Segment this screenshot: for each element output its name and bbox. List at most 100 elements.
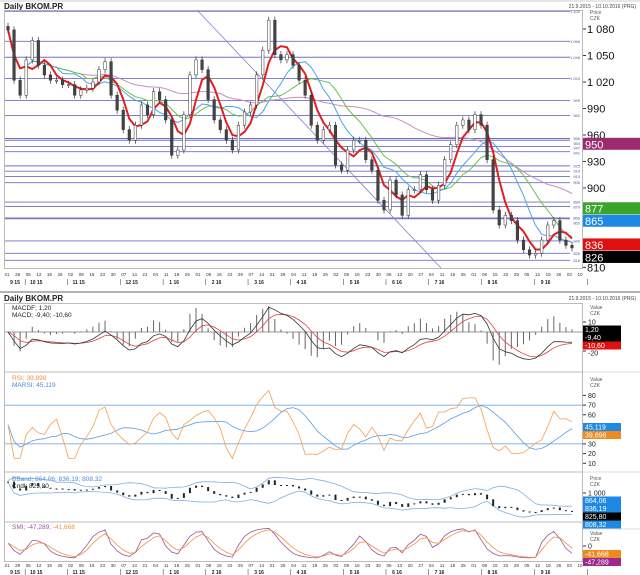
level-label: 818 [573,258,580,263]
macd-pane[interactable] [5,306,583,365]
month-label: 12 15 [125,570,138,575]
bband-candle [267,480,270,485]
value-badge [583,333,621,342]
candle [327,124,331,130]
candle [570,245,574,249]
date-tick-label: 08 [482,563,488,568]
date-tick-label: 08 [206,272,212,277]
bband-candle [37,483,40,487]
bband-candle [298,486,301,489]
price-axis-unit: CZK [590,16,601,22]
date-axis-bottom: 21 28 05 12 19 26 02 09 16 23 30 07 14 21 04 11 18 25 01 08… [4,563,588,575]
bband-candle [376,500,379,505]
bband-pane[interactable] [7,476,573,518]
level-label: 1 100 [570,9,581,14]
bband-candle [467,493,470,496]
axis-tick-label: 20 [588,451,596,458]
month-label: 3 16 [254,570,264,575]
price-pane[interactable] [4,10,583,269]
candle [455,124,459,145]
smi-pane[interactable] [7,527,573,559]
date-tick-label: 15 [493,272,499,277]
candle [418,174,422,190]
macd-line [7,306,573,360]
date-tick-label: 02 [333,563,339,568]
date-tick-label: 19 [546,272,552,277]
rsi-pane[interactable] [5,389,583,460]
bband-legend[interactable]: BBand; 864,06; 836,19; 808,32 [12,476,102,483]
candle [188,74,192,115]
date-tick-label: 12 [36,272,42,277]
bband-candle [7,481,9,483]
bband-candle [571,510,573,512]
bband-candle [455,494,458,498]
value-badge-label: -41,668 [585,552,609,559]
bband-candle [128,495,131,497]
month-label: 10 15 [30,280,43,286]
candle [449,144,453,160]
bband-candle [522,510,525,512]
date-range: 21.9.2015 - 10.10.2016 (PRG) [569,4,637,10]
candle [382,200,386,211]
chart-title: Daily BKOM.PR [4,2,63,11]
downtrend-line[interactable] [196,9,442,269]
month-label: 9 15 [10,280,20,286]
value-badge-label: 864,06 [585,498,607,505]
macd-legend[interactable]: MACD; -9,40; -10,60 [12,312,72,319]
month-label: 11 15 [73,280,85,286]
marsi-legend[interactable]: MARSI; 45,119 [12,382,56,389]
level-label: 913 [573,174,580,179]
candle [406,189,410,216]
level-label: 947 [573,146,580,151]
date-tick-label: 29 [280,272,286,277]
candle [261,49,265,76]
candle-legend[interactable]: Cndl; 825,80 [12,483,49,490]
date-tick-label: 25 [185,272,191,277]
value-badge [583,341,621,350]
date-tick-label: 21 [270,563,276,568]
bband-candle [328,494,331,496]
month-label: 4 16 [297,570,307,575]
candle [303,79,307,96]
bband-candle [201,485,204,488]
bband-candle [334,494,337,500]
month-label: 5 16 [350,280,360,286]
date-tick-label: 14 [132,272,138,277]
smi-legend[interactable]: SMI; -47,289; -41,668 [12,524,75,531]
month-label: 12 15 [125,280,138,286]
level-label: 906 [573,180,580,185]
date-tick-label: 19 [47,272,53,277]
rsi-legend[interactable]: RSI; 39,898 [12,375,47,382]
bband-candle [322,495,325,497]
candle [218,119,222,130]
date-tick-label: 22 [503,272,509,277]
bband-candle [55,488,58,490]
candle [164,99,168,121]
macdf-legend[interactable]: MACDF; 1,20 [12,305,52,312]
bband-candle [213,491,216,494]
axis-tick-label: 1 000 [588,491,606,498]
bband-candle [176,497,179,499]
candle [333,124,338,166]
bband-candle [249,491,252,493]
smi-line [7,527,573,559]
price-axis-title: Price [590,10,602,16]
candle [103,61,107,70]
value-badge-label: 45,119 [585,425,606,432]
date-tick-label: 28 [15,563,21,568]
date-tick-label: 21 [4,563,10,568]
bband-candle [110,485,113,491]
candle [24,59,28,96]
month-label: 5 16 [350,570,360,575]
candle [400,194,404,216]
bband-candle [492,499,495,507]
price-badge-label: 950 [585,139,603,151]
candle [249,104,253,113]
candle [79,89,83,96]
bband-candle [425,501,428,504]
value-badge-label: 39,898 [585,433,607,440]
smi-signal-line [7,529,573,558]
date-tick-label: 09 [344,272,350,277]
date-tick-label: 25 [185,563,191,568]
bband-candle [237,494,240,498]
